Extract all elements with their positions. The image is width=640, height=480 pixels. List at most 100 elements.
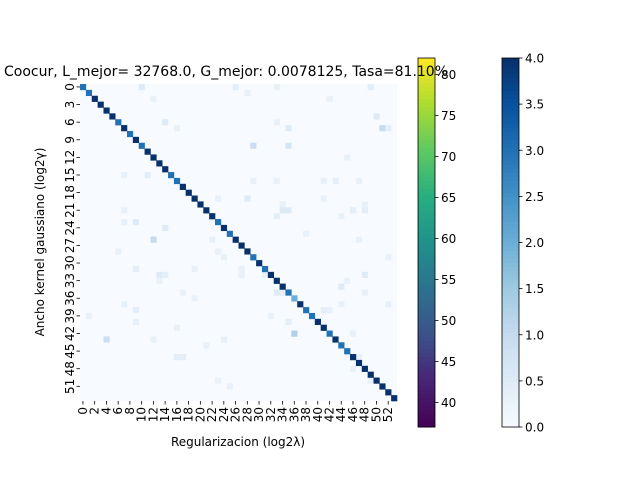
colorbar-band xyxy=(418,386,435,391)
colorbar-tick-label: 1.5 xyxy=(525,282,544,296)
x-tick-label: 30 xyxy=(252,407,266,422)
heatmap-cell xyxy=(285,207,292,214)
colorbar-band xyxy=(502,299,519,305)
colorbar-band xyxy=(418,254,435,260)
heatmap-cell xyxy=(273,177,280,185)
colorbar-tick-label: 2.0 xyxy=(525,236,544,250)
colorbar-band xyxy=(502,304,519,309)
heatmap-cell xyxy=(232,84,239,91)
heatmap-diagonal-cell xyxy=(220,224,228,232)
colorbar-band xyxy=(418,324,435,330)
colorbar-band xyxy=(502,62,519,67)
heatmap-diagonal-cell xyxy=(326,330,333,337)
heatmap-cell xyxy=(162,271,169,279)
colorbar-band xyxy=(418,373,435,379)
x-tick-label: 16 xyxy=(170,407,184,422)
colorbar-band xyxy=(418,267,435,272)
colorbar-band xyxy=(502,246,519,252)
colorbar-band xyxy=(502,90,519,96)
heatmap-diagonal-cell xyxy=(226,230,233,237)
heatmap-cell xyxy=(285,318,292,325)
x-tick-label: 12 xyxy=(146,407,160,422)
y-axis-label: Ancho kernel gaussiano (log2γ) xyxy=(33,148,47,337)
heatmap-diagonal-cell xyxy=(273,277,280,284)
colorbar-tick-label: 45 xyxy=(441,355,456,369)
colorbar-tick-label: 70 xyxy=(441,150,456,164)
colorbar-band xyxy=(502,135,519,141)
colorbar-band xyxy=(418,103,435,108)
colorbar-tick-label: 4.0 xyxy=(525,52,544,66)
x-tick-label: 8 xyxy=(123,407,137,415)
colorbar-band xyxy=(418,283,435,289)
colorbar-band xyxy=(418,119,435,125)
colorbar-band xyxy=(418,336,435,342)
colorbar-band xyxy=(502,123,519,129)
heatmap-cell xyxy=(121,301,128,308)
heatmap-diagonal-cell xyxy=(179,183,186,190)
colorbar-band xyxy=(418,369,435,375)
heatmap-diagonal-cell xyxy=(367,371,374,378)
heatmap-cell xyxy=(361,289,368,296)
colorbar-band xyxy=(418,222,435,227)
colorbar-band xyxy=(502,168,519,174)
colorbar-band xyxy=(418,353,435,358)
heatmap-cell xyxy=(209,236,216,243)
x-tick-label: 2 xyxy=(88,407,102,415)
x-tick-label: 52 xyxy=(381,407,395,422)
heatmap-cell xyxy=(320,307,327,314)
heatmap-diagonal-cell xyxy=(361,365,368,372)
colorbar-band xyxy=(502,410,519,416)
heatmap-diagonal-cell xyxy=(215,219,222,226)
colorbar-band xyxy=(502,361,519,366)
heatmap-cell xyxy=(191,265,198,273)
heatmap-cell xyxy=(355,177,363,185)
colorbar-band xyxy=(502,103,519,108)
heatmap-diagonal-cell xyxy=(197,201,204,208)
colorbar-band xyxy=(502,230,519,235)
x-tick-label: 0 xyxy=(76,407,90,415)
heatmap-cell xyxy=(332,177,339,185)
colorbar-band xyxy=(502,324,519,330)
heatmap-cell xyxy=(156,271,163,279)
heatmap-cell xyxy=(338,301,345,308)
colorbar-band xyxy=(502,312,519,317)
heatmap-diagonal-cell xyxy=(115,119,122,126)
heatmap-cell xyxy=(320,177,327,185)
heatmap-cell xyxy=(103,336,110,343)
heatmap-cell xyxy=(215,195,222,202)
colorbar-band xyxy=(418,312,435,317)
heatmap-diagonal-cell xyxy=(385,389,392,396)
colorbar-tick-label: 3.5 xyxy=(525,98,544,112)
colorbar-band xyxy=(418,320,435,325)
colorbar-band xyxy=(502,406,519,412)
heatmap-diagonal-cell xyxy=(103,107,110,114)
heatmap-cell xyxy=(203,342,210,349)
heatmap-diagonal-cell xyxy=(332,336,339,343)
colorbar-band xyxy=(418,164,435,170)
colorbar-band xyxy=(502,86,519,92)
heatmap-diagonal-cell xyxy=(80,84,87,91)
heatmap-cell xyxy=(121,219,128,226)
colorbar-band xyxy=(418,418,435,424)
colorbar-band xyxy=(418,328,435,334)
colorbar-band xyxy=(418,144,435,149)
colorbar-band xyxy=(418,140,435,145)
heatmap-cell xyxy=(215,248,222,255)
x-tick-label: 48 xyxy=(358,407,372,422)
colorbar-band xyxy=(418,156,435,161)
colorbar-band xyxy=(502,156,519,161)
colorbar-band xyxy=(418,74,435,79)
colorbar-band xyxy=(502,414,519,420)
colorbar-tick-label: 2.5 xyxy=(525,190,544,204)
colorbar-band xyxy=(502,381,519,387)
heatmap-cell xyxy=(156,277,163,284)
colorbar-band xyxy=(502,336,519,342)
y-tick-label: 27 xyxy=(63,238,77,253)
colorbar-band xyxy=(418,238,435,243)
colorbar-band xyxy=(418,345,435,350)
heatmap-diagonal-cell xyxy=(244,248,251,255)
heatmap-cell xyxy=(350,207,357,214)
x-tick-label: 42 xyxy=(322,407,336,422)
heatmap-diagonal-cell xyxy=(314,318,321,325)
